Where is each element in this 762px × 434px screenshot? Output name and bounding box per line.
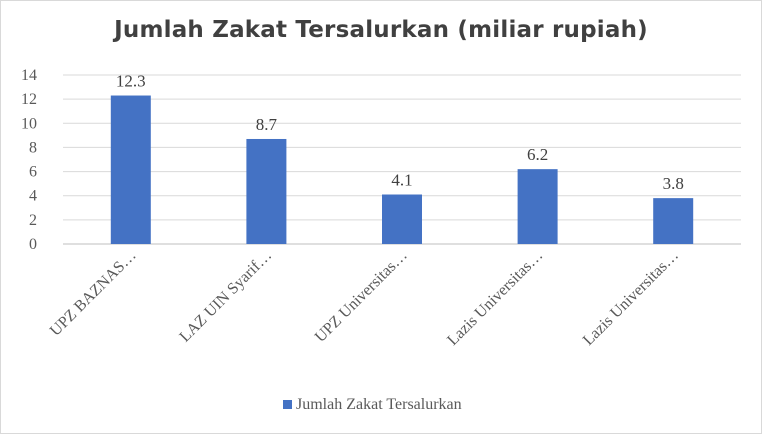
data-label: 8.7 (256, 115, 278, 134)
y-tick-label: 6 (29, 164, 37, 181)
y-tick-label: 8 (29, 139, 37, 156)
bar (110, 95, 151, 245)
y-tick-label: 0 (29, 236, 37, 253)
bar (382, 194, 422, 244)
x-tick-label: Lazis Universitas… (444, 247, 546, 349)
data-label: 6.2 (527, 145, 548, 164)
legend-swatch (283, 400, 292, 409)
bar (653, 198, 694, 244)
bar (517, 169, 558, 244)
x-tick-label: UPZ BAZNAS… (47, 247, 140, 340)
y-tick-label: 4 (29, 188, 37, 205)
y-tick-label: 10 (21, 115, 37, 132)
y-tick-label: 14 (21, 67, 37, 84)
data-label: 3.8 (663, 174, 684, 193)
x-tick-label: LAZ UIN Syarif… (176, 247, 275, 346)
y-tick-label: 2 (29, 212, 37, 229)
bar (246, 138, 287, 244)
x-tick-label: Lazis Universitas… (580, 247, 682, 349)
data-label: 4.1 (391, 171, 412, 190)
legend-label: Jumlah Zakat Tersalurkan (296, 396, 462, 413)
y-tick-label: 12 (21, 91, 37, 108)
chart-title: Jumlah Zakat Tersalurkan (miliar rupiah) (114, 17, 648, 43)
data-label: 12.3 (116, 72, 146, 91)
x-tick-label: UPZ Universitas… (312, 247, 411, 346)
